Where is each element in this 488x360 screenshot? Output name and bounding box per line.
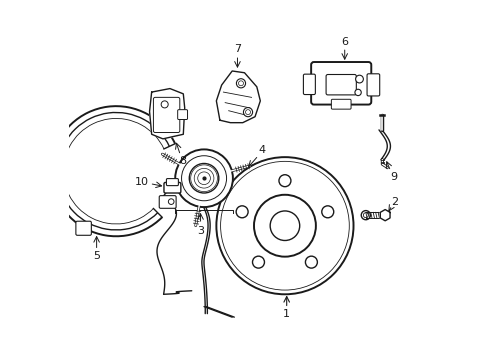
- Text: 1: 1: [283, 309, 289, 319]
- FancyBboxPatch shape: [310, 62, 370, 104]
- Polygon shape: [380, 210, 389, 221]
- Text: 10: 10: [134, 177, 148, 188]
- Text: 8: 8: [180, 156, 186, 166]
- FancyBboxPatch shape: [325, 75, 356, 95]
- FancyBboxPatch shape: [51, 132, 67, 145]
- Text: 4: 4: [258, 145, 265, 155]
- Circle shape: [361, 211, 369, 220]
- FancyBboxPatch shape: [163, 183, 181, 193]
- FancyBboxPatch shape: [166, 179, 178, 186]
- FancyBboxPatch shape: [153, 97, 180, 132]
- FancyBboxPatch shape: [331, 99, 350, 109]
- FancyBboxPatch shape: [159, 195, 176, 208]
- Circle shape: [236, 79, 245, 88]
- FancyBboxPatch shape: [177, 110, 187, 120]
- Circle shape: [181, 156, 226, 201]
- Circle shape: [189, 163, 219, 193]
- Text: 9: 9: [389, 172, 396, 182]
- Polygon shape: [149, 89, 184, 139]
- Circle shape: [161, 101, 168, 108]
- Circle shape: [355, 75, 363, 83]
- Circle shape: [354, 89, 361, 96]
- Text: 3: 3: [197, 226, 203, 236]
- Polygon shape: [216, 71, 260, 123]
- Text: 2: 2: [390, 197, 397, 207]
- FancyBboxPatch shape: [76, 221, 91, 235]
- Text: 5: 5: [93, 251, 100, 261]
- Circle shape: [175, 149, 232, 207]
- FancyBboxPatch shape: [303, 74, 315, 95]
- Text: 7: 7: [233, 44, 241, 54]
- FancyBboxPatch shape: [366, 74, 379, 96]
- Text: 6: 6: [341, 37, 347, 47]
- Circle shape: [243, 108, 252, 117]
